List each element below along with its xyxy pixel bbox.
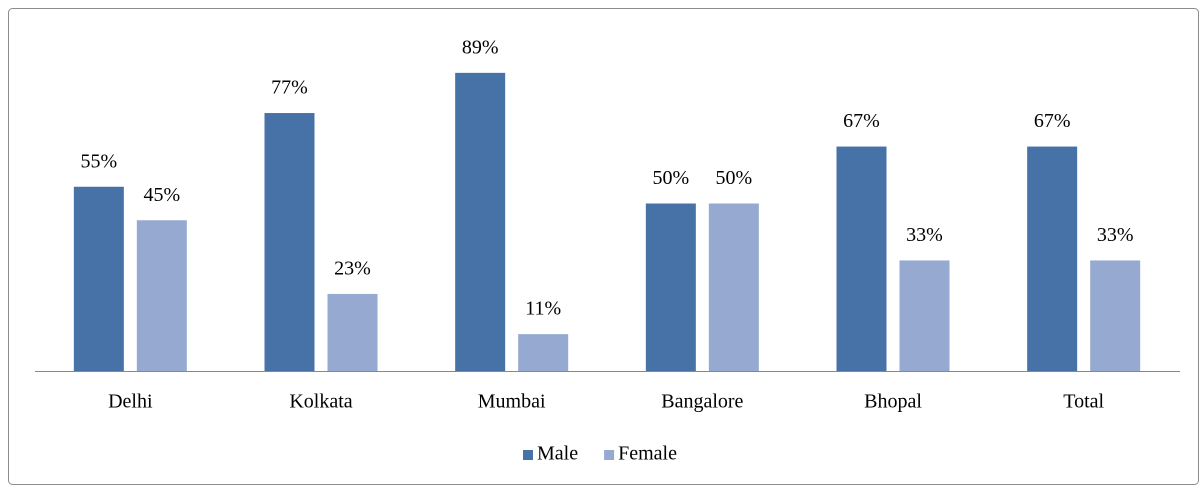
bar (264, 113, 315, 372)
data-label: 50% (652, 167, 689, 189)
x-tick-label: Total (1063, 391, 1104, 413)
bar (1090, 260, 1141, 371)
x-tick-label: Mumbai (478, 391, 546, 413)
bar (899, 260, 950, 371)
x-tick-label: Kolkata (289, 391, 352, 413)
bar (708, 203, 759, 371)
legend-label: Male (537, 443, 578, 465)
data-label: 45% (143, 184, 180, 206)
legend-swatch (523, 450, 533, 460)
x-tick-label: Delhi (108, 391, 153, 413)
data-label: 67% (1034, 110, 1071, 132)
data-label: 33% (906, 224, 943, 246)
data-label: 67% (843, 110, 880, 132)
data-label: 89% (462, 36, 499, 58)
data-label: 23% (334, 258, 371, 280)
bar (136, 220, 187, 371)
data-label: 11% (525, 298, 561, 320)
bar (455, 72, 506, 371)
bar (836, 146, 887, 371)
data-label: 77% (271, 77, 308, 99)
data-label: 33% (1097, 224, 1134, 246)
x-tick-label: Bangalore (661, 391, 743, 413)
bar (645, 203, 696, 371)
legend-swatch (604, 450, 615, 460)
bar (73, 186, 124, 371)
bar (327, 293, 378, 371)
chart-frame (8, 8, 1199, 485)
bar (1027, 146, 1078, 371)
bar (518, 334, 569, 371)
x-tick-label: Bhopal (864, 391, 922, 413)
data-label: 50% (715, 167, 752, 189)
legend-label: Female (618, 443, 677, 465)
data-label: 55% (80, 150, 117, 172)
